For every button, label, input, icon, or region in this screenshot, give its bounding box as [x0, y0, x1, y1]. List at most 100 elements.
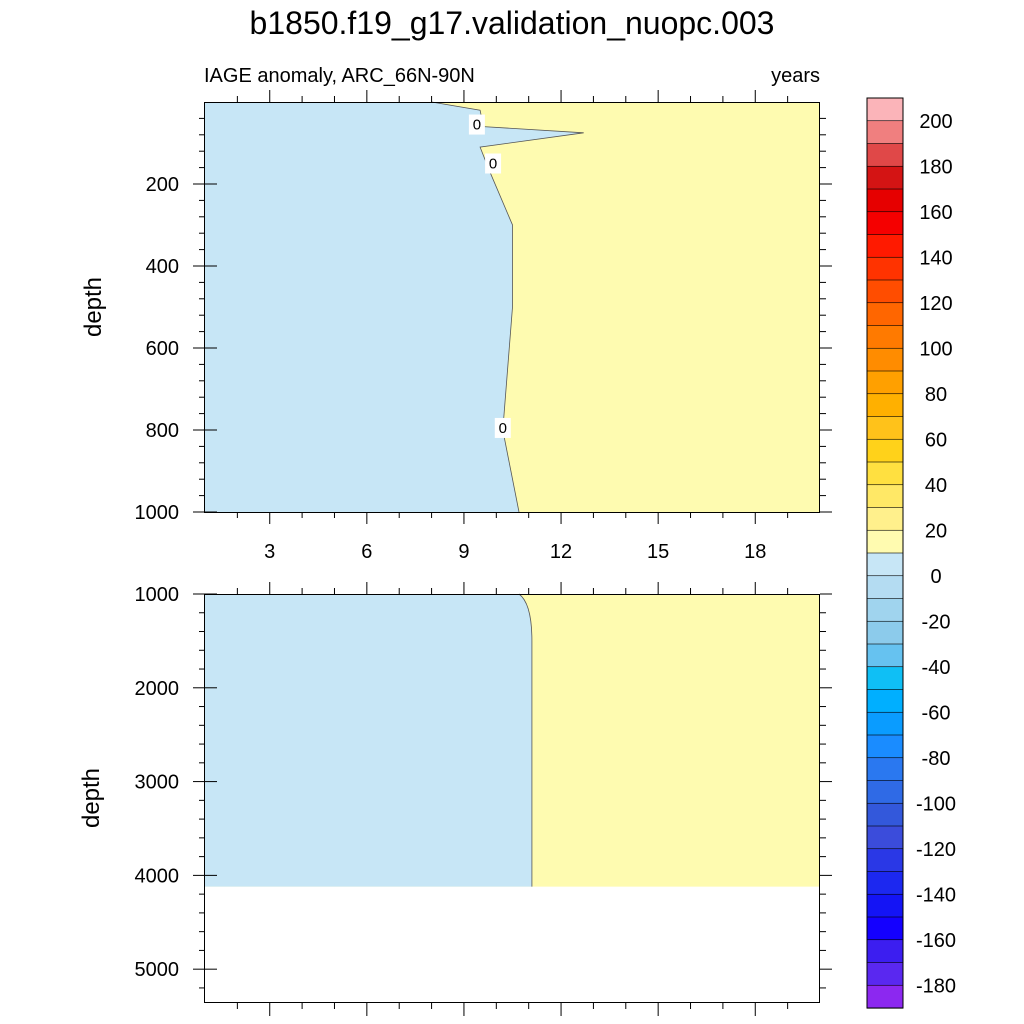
colorbar-swatch	[866, 325, 904, 349]
colorbar-swatch	[866, 666, 904, 691]
colorbar-label: -80	[922, 748, 951, 770]
colorbar-swatch	[866, 279, 904, 304]
colorbar-label: 0	[930, 566, 941, 588]
colorbar-swatch	[866, 848, 904, 873]
colorbar-swatch	[866, 802, 904, 827]
top-anomaly-fill	[205, 101, 820, 513]
colorbar-label: 60	[925, 429, 947, 451]
colorbar-label: -120	[916, 839, 956, 861]
colorbar-labels: 200180160140120100806040200-20-40-60-80-…	[916, 111, 956, 1024]
negative-anomaly-region	[205, 102, 584, 512]
colorbar-label: 120	[919, 293, 952, 315]
colorbar-swatch	[866, 575, 904, 600]
top-y-tick-labels: 200 400 600 800 1000	[135, 174, 180, 524]
colorbar-swatch	[866, 734, 904, 759]
colorbar-swatch	[866, 97, 904, 122]
colorbar-label: -40	[922, 657, 951, 679]
colorbar-label: -180	[916, 975, 956, 997]
colorbar-label: 160	[919, 202, 952, 224]
colorbar-label: 40	[925, 475, 947, 497]
colorbar-swatch	[866, 962, 904, 986]
colorbar-swatch	[866, 711, 904, 736]
top-panel-subtitle-right: years	[771, 65, 820, 87]
colorbar-label: 100	[919, 338, 952, 360]
colorbar-swatch	[866, 939, 904, 964]
top-plot-frame	[204, 102, 820, 513]
colorbar-swatch	[866, 370, 904, 395]
top-y-axis-label: depth	[80, 277, 107, 337]
colorbar-swatch	[866, 643, 904, 668]
y-tick-label: 5000	[135, 959, 180, 981]
zero-contour-line	[518, 593, 533, 887]
bottom-y-axis-label: depth	[78, 768, 105, 828]
top-panel-subtitle-left: IAGE anomaly, ARC_66N-90N	[204, 65, 475, 87]
contour-label-bg	[494, 417, 511, 438]
contour-label: 0	[489, 156, 497, 173]
colorbar-swatch	[866, 893, 904, 918]
colorbar-swatch	[866, 871, 904, 895]
colorbar-swatch	[866, 984, 904, 1009]
colorbar	[866, 97, 904, 1009]
colorbar-swatch	[866, 120, 904, 145]
x-tick-label: 15	[647, 541, 669, 563]
x-tick-label: 6	[361, 541, 372, 563]
colorbar-swatch	[866, 780, 904, 804]
x-tick-label: 12	[550, 541, 572, 563]
colorbar-swatch	[866, 393, 904, 418]
colorbar-swatch	[866, 916, 904, 941]
y-tick-label: 600	[146, 338, 179, 360]
colorbar-label: -60	[922, 702, 951, 724]
x-tick-label: 9	[458, 541, 469, 563]
colorbar-swatch	[866, 416, 904, 440]
colorbar-label: -100	[916, 793, 956, 815]
colorbar-swatch	[866, 165, 904, 190]
colorbar-swatch	[866, 757, 904, 782]
colorbar-swatch	[866, 256, 904, 281]
colorbar-swatch	[866, 552, 904, 577]
colorbar-swatch	[866, 234, 904, 258]
contour-label: 0	[473, 117, 481, 134]
colorbar-swatch	[866, 484, 904, 509]
y-tick-label: 400	[146, 256, 179, 278]
colorbar-swatch	[866, 507, 904, 531]
bottom-plot-frame	[204, 594, 820, 1003]
colorbar-label: 20	[925, 520, 947, 542]
colorbar-swatch	[866, 347, 904, 372]
contour-label-bg	[485, 153, 502, 174]
top-contour-labels: 0 0 0	[468, 114, 511, 438]
top-x-tick-labels: 3 6 9 12 15 18	[264, 541, 766, 563]
negative-anomaly-region	[205, 594, 532, 887]
y-tick-label: 1000	[135, 584, 180, 606]
colorbar-swatch	[866, 598, 904, 622]
y-tick-label: 4000	[135, 865, 180, 887]
colorbar-swatch	[866, 461, 904, 486]
y-tick-label: 1000	[135, 502, 180, 524]
y-tick-label: 2000	[135, 678, 180, 700]
x-tick-label: 18	[744, 541, 766, 563]
colorbar-label: 140	[919, 247, 952, 269]
colorbar-label: -160	[916, 930, 956, 952]
bottom-anomaly-fill	[205, 593, 820, 887]
colorbar-swatch	[866, 689, 904, 713]
colorbar-swatch	[866, 529, 904, 554]
colorbar-swatch	[866, 825, 904, 850]
x-tick-label: 3	[264, 541, 275, 563]
colorbar-swatch	[866, 188, 904, 213]
colorbar-label: 200	[919, 111, 952, 133]
colorbar-swatch	[866, 143, 904, 167]
colorbar-swatch	[866, 620, 904, 645]
colorbar-swatch	[866, 302, 904, 327]
y-tick-label: 3000	[135, 772, 180, 794]
y-tick-label: 800	[146, 420, 179, 442]
bottom-y-tick-labels: 1000 2000 3000 4000 5000	[135, 584, 180, 981]
colorbar-label: 80	[925, 384, 947, 406]
contour-label-bg	[468, 114, 485, 135]
colorbar-label: -20	[922, 611, 951, 633]
colorbar-label: 180	[919, 156, 952, 178]
figure-title: b1850.f19_g17.validation_nuopc.003	[250, 5, 775, 41]
colorbar-swatch	[866, 438, 904, 463]
y-tick-label: 200	[146, 174, 179, 196]
colorbar-frame	[866, 97, 904, 1009]
bottom-depth-section-plot: 1000 2000 3000 4000 5000 depth	[78, 582, 832, 1016]
